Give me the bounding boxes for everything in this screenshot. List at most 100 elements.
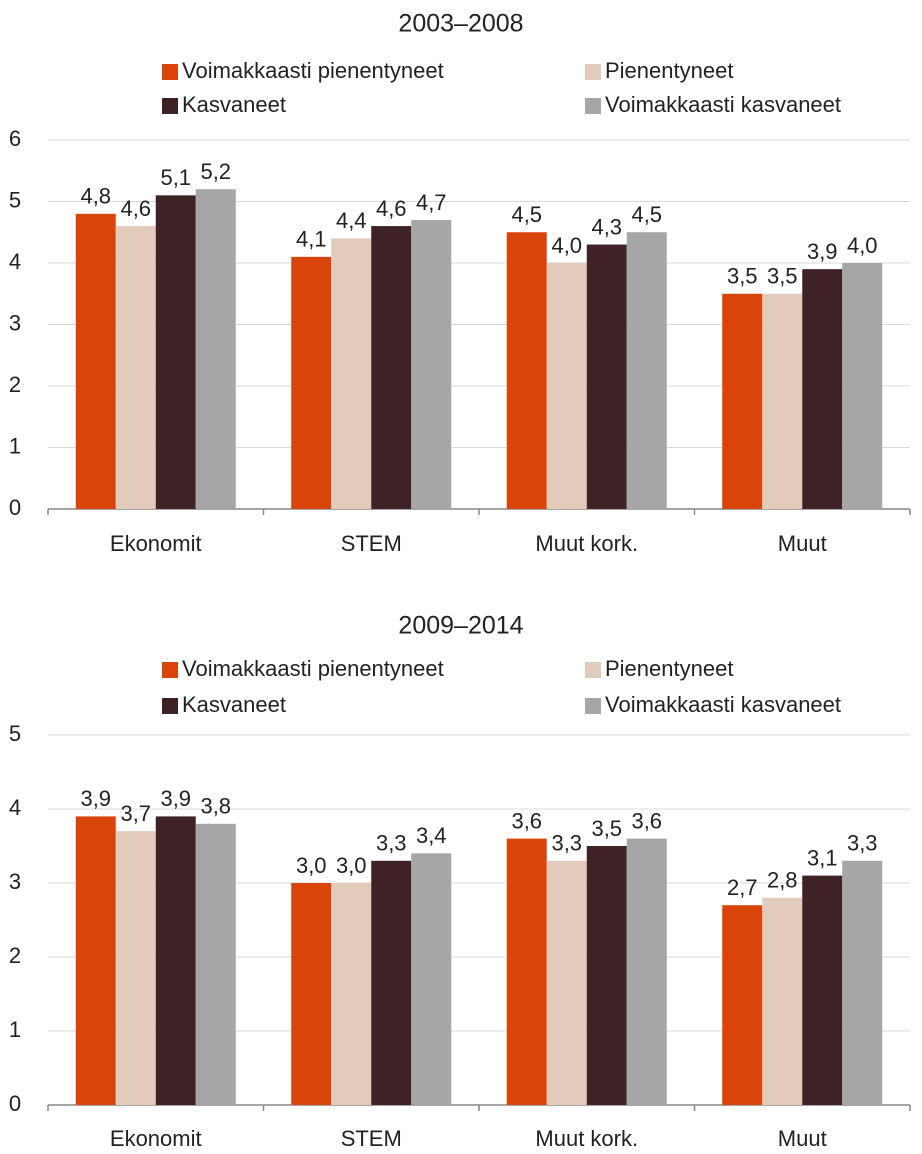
- legend-swatch: [162, 98, 178, 114]
- bar: [506, 838, 547, 1105]
- value-label: 3,1: [807, 845, 838, 870]
- y-tick-label: 4: [9, 795, 21, 820]
- legend-swatch: [585, 64, 601, 80]
- value-label: 4,6: [376, 196, 407, 221]
- value-label: 4,5: [511, 202, 542, 227]
- bar: [331, 883, 372, 1105]
- value-label: 4,0: [551, 233, 582, 258]
- y-tick-label: 6: [9, 126, 21, 151]
- chart-title: 2003–2008: [398, 10, 523, 38]
- bar: [762, 293, 803, 509]
- value-label: 3,3: [551, 831, 582, 856]
- value-label: 3,9: [80, 786, 111, 811]
- bar: [75, 816, 116, 1105]
- value-label: 4,1: [296, 227, 327, 252]
- value-label: 3,8: [200, 794, 231, 819]
- y-tick-label: 5: [9, 187, 21, 212]
- legend-label: Kasvaneet: [182, 92, 286, 117]
- value-label: 2,7: [727, 875, 758, 900]
- bar: [411, 853, 452, 1105]
- bar: [506, 232, 547, 509]
- y-tick-label: 3: [9, 869, 21, 894]
- bar: [195, 823, 236, 1105]
- value-label: 3,5: [727, 264, 758, 289]
- value-label: 3,6: [511, 808, 542, 833]
- legend-label: Kasvaneet: [182, 692, 286, 717]
- bar: [546, 263, 587, 509]
- value-label: 4,5: [631, 202, 662, 227]
- value-label: 4,8: [80, 184, 111, 209]
- value-label: 4,3: [591, 214, 622, 239]
- bar: [626, 838, 667, 1105]
- bar: [115, 226, 156, 509]
- legend-swatch: [585, 662, 601, 678]
- bar: [75, 213, 116, 510]
- value-label: 3,5: [767, 264, 798, 289]
- legend-swatch: [162, 662, 178, 678]
- bar: [722, 293, 763, 509]
- value-label: 3,0: [336, 853, 367, 878]
- bar: [331, 238, 372, 509]
- x-tick-label: Muut kork.: [535, 1126, 638, 1151]
- y-tick-label: 3: [9, 310, 21, 335]
- value-label: 5,2: [200, 159, 231, 184]
- bar: [155, 816, 196, 1105]
- value-label: 3,5: [591, 816, 622, 841]
- value-label: 3,6: [631, 808, 662, 833]
- value-label: 3,0: [296, 853, 327, 878]
- legend-swatch: [162, 64, 178, 80]
- value-label: 3,3: [847, 831, 878, 856]
- y-tick-label: 0: [9, 495, 21, 520]
- value-label: 3,9: [807, 239, 838, 264]
- x-tick-label: Ekonomit: [110, 531, 202, 556]
- bar: [842, 860, 883, 1105]
- bar: [842, 263, 883, 509]
- bar: [115, 831, 156, 1105]
- value-label: 4,0: [847, 233, 878, 258]
- legend-swatch: [162, 698, 178, 714]
- x-tick-label: Muut: [778, 1126, 827, 1151]
- legend-label: Pienentyneet: [605, 58, 733, 83]
- bar: [626, 232, 667, 509]
- bar: [802, 269, 843, 509]
- bar: [291, 256, 332, 509]
- legend-label: Voimakkaasti kasvaneet: [605, 92, 841, 117]
- bar: [155, 195, 196, 509]
- bar: [195, 189, 236, 509]
- y-tick-label: 1: [9, 1017, 21, 1042]
- value-label: 3,3: [376, 831, 407, 856]
- legend-label: Voimakkaasti kasvaneet: [605, 692, 841, 717]
- x-tick-label: STEM: [341, 531, 402, 556]
- chart-title: 2009–2014: [398, 612, 523, 640]
- y-tick-label: 5: [9, 721, 21, 746]
- bar: [586, 846, 627, 1105]
- legend-swatch: [585, 698, 601, 714]
- bar: [722, 905, 763, 1105]
- bar: [546, 860, 587, 1105]
- x-tick-label: Muut kork.: [535, 531, 638, 556]
- x-tick-label: Ekonomit: [110, 1126, 202, 1151]
- y-tick-label: 1: [9, 433, 21, 458]
- bar: [411, 219, 452, 509]
- bar: [291, 883, 332, 1105]
- y-tick-label: 2: [9, 372, 21, 397]
- value-label: 3,4: [416, 823, 447, 848]
- legend-label: Voimakkaasti pienentyneet: [182, 656, 444, 681]
- bar: [371, 860, 412, 1105]
- value-label: 3,9: [160, 786, 191, 811]
- bar: [762, 897, 803, 1105]
- legend-label: Pienentyneet: [605, 656, 733, 681]
- value-label: 4,7: [416, 190, 447, 215]
- value-label: 2,8: [767, 868, 798, 893]
- bar: [802, 875, 843, 1105]
- value-label: 4,4: [336, 208, 367, 233]
- value-label: 4,6: [120, 196, 151, 221]
- value-label: 3,7: [120, 801, 151, 826]
- bar: [586, 244, 627, 510]
- y-tick-label: 4: [9, 249, 21, 274]
- x-tick-label: Muut: [778, 531, 827, 556]
- bar: [371, 226, 412, 509]
- value-label: 5,1: [160, 165, 191, 190]
- x-tick-label: STEM: [341, 1126, 402, 1151]
